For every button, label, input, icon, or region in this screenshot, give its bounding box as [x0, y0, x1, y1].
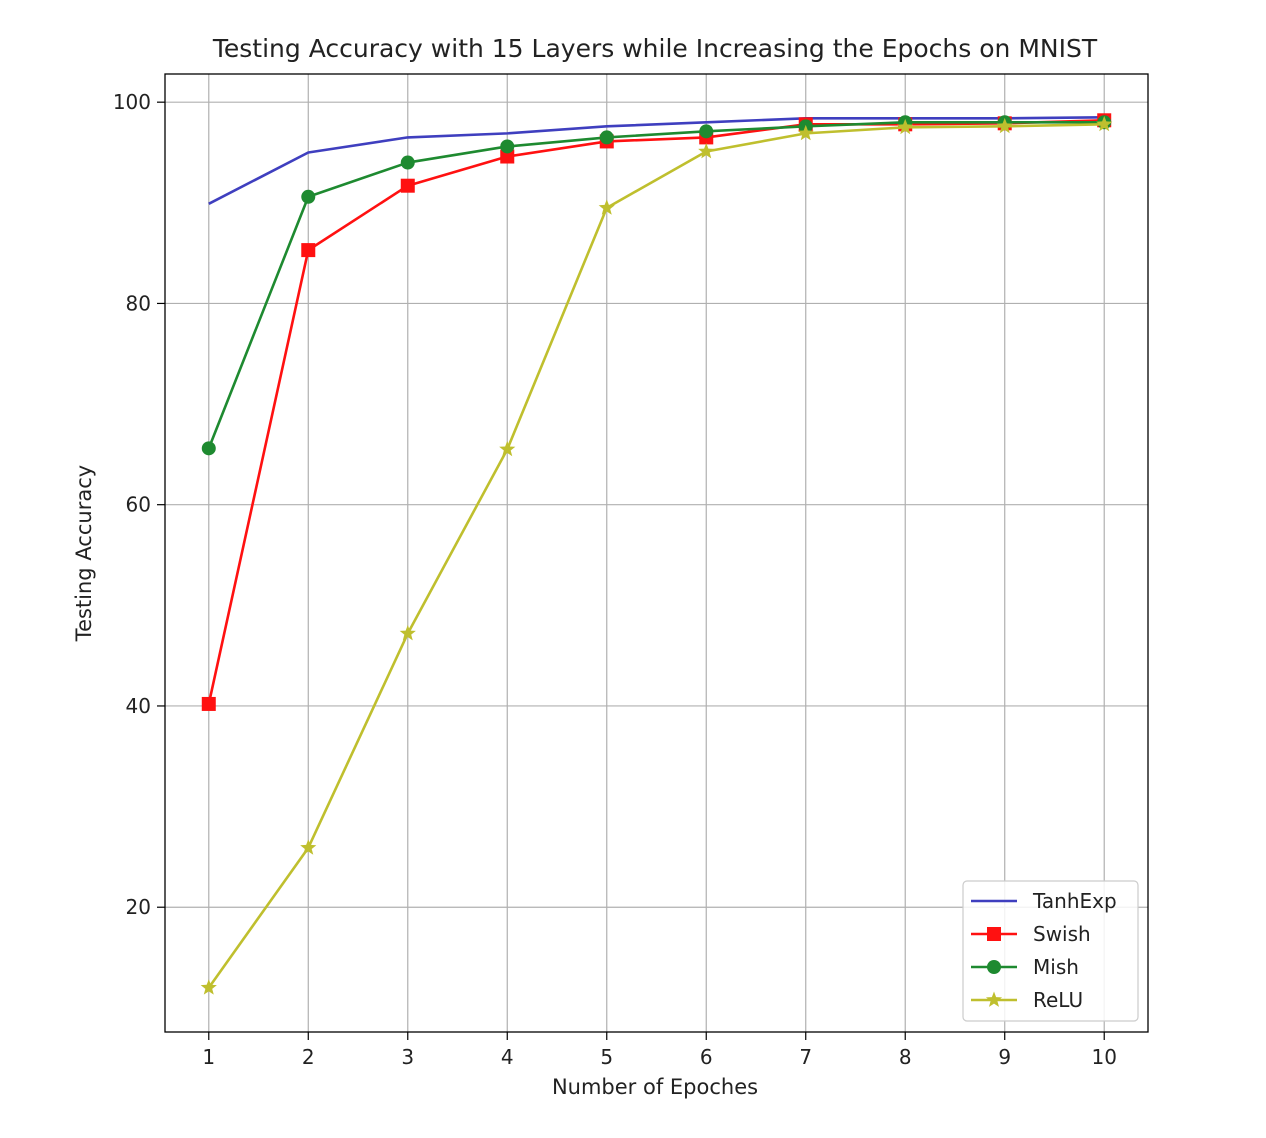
axes: 1 2 3 4 5 6 7 8 9 10 20 40 60 80 100: [113, 90, 1117, 1069]
data-point-swish: [500, 149, 515, 164]
data-point-relu: [1096, 115, 1113, 132]
x-tick-label: 4: [501, 1045, 514, 1069]
legend-marker-mish: [987, 960, 1001, 974]
x-tick-label: 8: [899, 1045, 912, 1069]
chart-title: Testing Accuracy with 15 Layers while In…: [212, 34, 1098, 63]
y-tick-label: 60: [126, 493, 151, 517]
grid-lines: [165, 74, 1148, 1032]
series-swish: [201, 113, 1112, 711]
data-point-mish: [301, 189, 316, 204]
x-tick-label: 10: [1091, 1045, 1116, 1069]
series-line-tanhexp: [208, 115, 1105, 205]
series-line-mish: [207, 121, 1105, 449]
data-point-relu: [598, 199, 615, 215]
data-point-relu: [200, 979, 217, 995]
data-point-relu: [499, 440, 516, 457]
data-point-swish: [301, 243, 316, 258]
data-point-relu: [897, 118, 914, 135]
series-relu: [200, 115, 1113, 995]
x-tick-label: 3: [401, 1045, 414, 1069]
x-tick-label: 1: [202, 1045, 215, 1069]
data-point-relu: [698, 142, 715, 159]
data-point-relu: [300, 839, 317, 855]
series-line-relu: [207, 123, 1105, 989]
data-point-mish: [500, 139, 515, 154]
x-tick-label: 6: [700, 1045, 713, 1069]
y-tick-label: 80: [126, 291, 151, 315]
series-tanhexp: [208, 115, 1105, 205]
legend-marker-swish: [987, 927, 1001, 941]
y-axis-label: Testing Accuracy: [72, 465, 96, 642]
y-tick-label: 40: [126, 694, 151, 718]
data-point-swish: [201, 696, 216, 711]
data-point-swish: [400, 178, 415, 193]
data-point-mish: [599, 130, 614, 145]
data-point-relu: [399, 625, 416, 641]
legend-label-swish: Swish: [1033, 922, 1091, 946]
series-layer: [200, 113, 1113, 995]
x-tick-label: 9: [998, 1045, 1011, 1069]
data-point-mish: [400, 155, 415, 170]
legend-label-mish: Mish: [1033, 955, 1079, 979]
y-tick-label: 20: [126, 895, 151, 919]
legend-label-relu: ReLU: [1033, 988, 1083, 1012]
data-point-mish: [201, 441, 216, 456]
x-tick-label: 2: [302, 1045, 315, 1069]
legend-label-tanhexp: TanhExp: [1032, 889, 1117, 913]
x-tick-label: 5: [600, 1045, 613, 1069]
plot-frame: [164, 73, 1149, 1033]
y-tick-label: 100: [113, 90, 151, 114]
series-mish: [201, 115, 1112, 456]
x-tick-label: 7: [799, 1045, 812, 1069]
series-line-swish: [207, 118, 1105, 705]
x-axis-label: Number of Epoches: [552, 1075, 758, 1099]
legend-marker-relu: [985, 991, 1003, 1007]
data-point-relu: [996, 117, 1013, 134]
legend: TanhExp Swish Mish ReLU: [962, 880, 1139, 1022]
data-point-relu: [797, 124, 814, 141]
data-point-mish: [699, 124, 714, 139]
legend-box: [962, 880, 1139, 1022]
